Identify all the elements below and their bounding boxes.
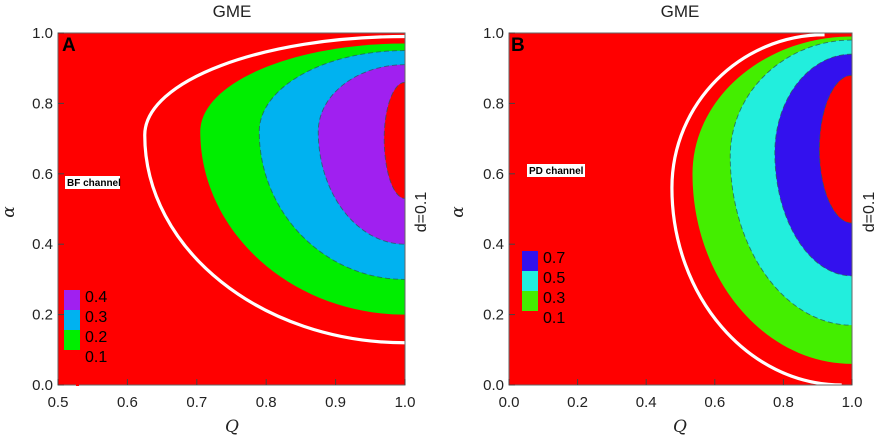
y-tick-label: 0.4 <box>32 236 53 253</box>
y-tick-label: 0.8 <box>32 95 53 112</box>
y-tick-label: 0.4 <box>483 236 504 253</box>
y-tick-label: 1.0 <box>483 25 504 42</box>
legend-swatch <box>76 350 79 386</box>
legend-swatch <box>64 330 80 350</box>
y-tick-label: 0.0 <box>483 377 504 394</box>
legend-swatch <box>522 251 538 271</box>
x-tick-label: 0.2 <box>567 394 588 411</box>
y-tick-label: 0.0 <box>32 377 53 394</box>
panel-b-xlabel: Q <box>673 417 687 437</box>
panel-b-regions <box>509 33 852 385</box>
panel-a-channel-bg <box>65 176 120 189</box>
panel-b-channel-box: PD channel <box>527 164 585 177</box>
panel-b-ticks: 0.0 0.2 0.4 0.6 0.8 1.0 0.0 0.2 0.4 0.6 0.8 1.0 <box>483 25 862 411</box>
panel-a-ylabel: α <box>0 206 19 218</box>
panel-a-side-label: d=0.1 <box>413 192 430 233</box>
y-tick-label: 1.0 <box>32 25 53 42</box>
panel-b-region-4 <box>819 75 852 224</box>
panel-a-regions <box>58 33 405 385</box>
y-tick-label: 0.2 <box>32 307 53 324</box>
panel-b-legend: 0.7 0.5 0.3 0.1 <box>522 250 565 347</box>
panel-a-channel-label: BF channel <box>67 178 121 189</box>
y-tick-label: 0.6 <box>483 166 504 183</box>
legend-label: 0.1 <box>543 310 565 327</box>
panel-a-contour-3 <box>317 64 405 245</box>
x-tick-label: 0.0 <box>499 394 520 411</box>
x-tick-label: 1.0 <box>842 394 863 411</box>
panel-b-side-label: d=0.1 <box>861 192 878 233</box>
panel-a-frame <box>57 32 406 386</box>
legend-label: 0.2 <box>85 329 107 346</box>
legend-swatch <box>534 311 537 347</box>
x-tick-label: 0.6 <box>704 394 725 411</box>
legend-swatch <box>64 310 80 330</box>
panel-a-letter: A <box>62 35 76 56</box>
panel-a-title: GME <box>213 2 252 21</box>
legend-label: 0.1 <box>85 349 107 366</box>
legend-label: 0.5 <box>543 270 565 287</box>
x-tick-label: 0.7 <box>186 394 207 411</box>
panel-b-contour-4 <box>818 74 852 224</box>
panel-b: GME 0.0 0.2 0.4 0.6 0.8 1.0 0.0 0.2 0.4 0.6 0.8 1.0… <box>448 2 878 437</box>
panel-a-legend: 0.4 0.3 0.2 0.1 <box>64 289 107 386</box>
legend-swatch <box>64 290 80 310</box>
x-tick-label: 0.4 <box>636 394 657 411</box>
panel-b-channel-label: PD channel <box>529 166 584 177</box>
x-tick-label: 0.9 <box>325 394 346 411</box>
panel-a: GME 0.5 0.6 0.7 0.8 0.9 1.0 0.0 0.2 0.4 0.6 0.8 1.0… <box>0 2 430 437</box>
panel-b-ylabel: α <box>448 206 468 218</box>
panel-a-white-boundary <box>143 34 405 345</box>
panel-b-frame <box>508 32 853 386</box>
panel-b-title: GME <box>661 2 700 21</box>
legend-label: 0.3 <box>85 309 107 326</box>
y-tick-label: 0.6 <box>32 166 53 183</box>
panel-b-channel-bg <box>527 164 585 177</box>
panel-a-ticks: 0.5 0.6 0.7 0.8 0.9 1.0 0.0 0.2 0.4 0.6 0.8 1.0 <box>32 25 415 411</box>
legend-swatch <box>522 271 538 291</box>
legend-label: 0.3 <box>543 290 565 307</box>
panel-a-region-4 <box>384 82 405 199</box>
x-tick-label: 0.6 <box>117 394 138 411</box>
panel-a-xlabel: Q <box>225 417 239 437</box>
x-tick-label: 0.5 <box>48 394 69 411</box>
panel-a-contour-4 <box>383 81 405 199</box>
panel-b-contour-2 <box>729 39 852 326</box>
panel-b-letter: B <box>511 35 525 56</box>
x-tick-label: 0.8 <box>773 394 794 411</box>
panel-b-contour-3 <box>774 53 852 277</box>
legend-label: 0.4 <box>85 289 107 306</box>
x-tick-label: 0.8 <box>256 394 277 411</box>
y-tick-label: 0.8 <box>483 95 504 112</box>
panel-a-channel-box: BF channel <box>65 176 121 189</box>
x-tick-label: 1.0 <box>395 394 416 411</box>
y-tick-label: 0.2 <box>483 307 504 324</box>
legend-label: 0.7 <box>543 250 565 267</box>
panel-b-white-boundary <box>670 33 842 385</box>
legend-swatch <box>522 291 538 311</box>
panel-a-region-3 <box>318 64 405 245</box>
